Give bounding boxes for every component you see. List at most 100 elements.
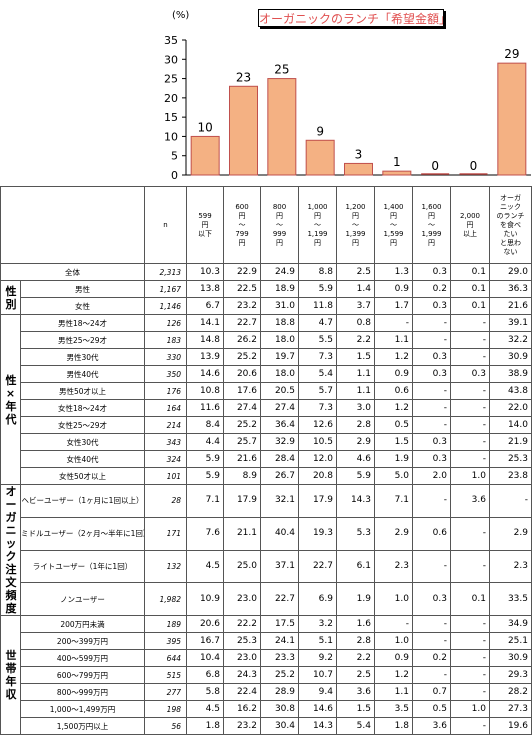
value-cell: 23.2 [223, 717, 261, 735]
value-cell: 1.2 [374, 348, 413, 366]
value-cell: 22.7 [260, 582, 299, 616]
value-cell: 32.1 [260, 484, 299, 518]
row-label: 女性18～24才 [20, 399, 145, 417]
value-cell: 30.9 [489, 348, 532, 366]
value-cell: 29.0 [489, 263, 532, 281]
table-row: 1,500万円以上 56 1.8 23.2 30.4 14.3 5.4 1.8 3.6-19.6 [1, 717, 532, 735]
value-cell: 1.5 [374, 433, 413, 451]
value-cell: 25.3 [223, 632, 261, 650]
data-label: 23 [236, 70, 251, 84]
value-cell: - [450, 416, 490, 434]
table-row: 男性40代 350 14.6 20.6 18.0 5.4 1.1 0.9 0.3 0.3 38.9 [1, 365, 532, 383]
sample-size-cell: 515 [144, 666, 187, 684]
value-cell: 22.5 [223, 280, 261, 298]
value-cell: 3.6 [336, 683, 375, 701]
table-row: 女性40代 324 5.9 21.6 28.4 12.0 4.6 1.9 0.3-25.3 [1, 450, 532, 468]
row-label: 全体 [0, 263, 145, 281]
value-cell: 0.3 [450, 365, 490, 383]
value-cell: - [412, 399, 451, 417]
value-cell: - [412, 314, 451, 332]
value-cell: 2.2 [336, 649, 375, 667]
table-row: 200～399万円 395 16.7 25.3 24.1 5.1 2.8 1.0- -25.1 [1, 632, 532, 650]
value-cell: - [450, 331, 490, 349]
value-cell: - [450, 717, 490, 735]
table-row: 400～599万円 644 10.4 23.0 23.3 9.2 2.2 0.9 0.2-30.… [1, 649, 532, 667]
value-cell: 5.1 [298, 632, 337, 650]
value-cell: 0.3 [412, 297, 451, 315]
value-cell: 1.2 [374, 399, 413, 417]
data-label: 0 [431, 159, 439, 173]
value-cell: 1.2 [374, 666, 413, 684]
value-cell: 4.5 [186, 700, 224, 718]
sample-size-cell: 183 [144, 331, 187, 349]
sample-size-cell: 198 [144, 700, 187, 718]
row-label: ライトユーザー（1年に1回） [20, 549, 145, 584]
value-cell: 28.9 [260, 683, 299, 701]
value-cell: 14.1 [186, 314, 224, 332]
value-cell: 0.2 [412, 649, 451, 667]
value-cell: - [412, 666, 451, 684]
value-cell: - [450, 615, 490, 633]
value-cell: - [450, 399, 490, 417]
value-cell: 16.7 [186, 632, 224, 650]
value-cell: - [450, 649, 490, 667]
value-cell: - [450, 450, 490, 468]
value-cell: 4.4 [186, 433, 224, 451]
value-cell: 30.9 [489, 649, 532, 667]
row-label: 男性 [20, 280, 145, 298]
sample-size-cell: 126 [144, 314, 187, 332]
value-cell: - [450, 549, 490, 584]
value-cell: 3.2 [298, 615, 337, 633]
value-cell: 1.0 [450, 700, 490, 718]
value-cell: 0.6 [374, 382, 413, 400]
value-cell: - [412, 331, 451, 349]
value-cell: - [412, 615, 451, 633]
column-header: 1,200 円～ 1,399 円 [336, 186, 375, 264]
sample-size-cell: 176 [144, 382, 187, 400]
value-cell: 20.6 [186, 615, 224, 633]
table-row: 男性30代 330 13.9 25.2 19.7 7.3 1.5 1.2 0.3-30.9 [1, 348, 532, 366]
sample-size-cell: 350 [144, 365, 187, 383]
value-cell: - [412, 549, 451, 584]
group-label: 世帯年収 [0, 615, 21, 735]
chart-title: オーガニックのランチ「希望金額」 [258, 9, 444, 27]
table-header-row: n 599 円以下 600 円～ 799 円 800 円～ 999 円 1,000 円～ 1,199 円 1,… [0, 186, 532, 264]
value-cell: 12.0 [298, 450, 337, 468]
value-cell: - [412, 484, 451, 518]
value-cell: 2.9 [374, 516, 413, 551]
value-cell: 20.5 [260, 382, 299, 400]
value-cell: 1.3 [374, 263, 413, 281]
bar [190, 135, 220, 176]
value-cell: 11.8 [298, 297, 337, 315]
row-label: 200～399万円 [20, 632, 145, 650]
group-label: オーガニック注文頻度 [0, 484, 21, 616]
value-cell: 0.3 [412, 582, 451, 616]
table-row: 女性18～24才 164 11.6 27.4 27.4 7.3 3.0 1.2- -22.0 [1, 399, 532, 417]
value-cell: 14.0 [489, 416, 532, 434]
value-cell: 24.1 [260, 632, 299, 650]
value-cell: 10.4 [186, 649, 224, 667]
table-row: 女性25～29才 214 8.4 25.2 36.4 12.6 2.8 0.5- -14.0 [1, 416, 532, 434]
y-tick-label: 0 [171, 169, 178, 182]
bar [267, 78, 297, 176]
value-cell: 23.8 [489, 467, 532, 485]
value-cell: 36.4 [260, 416, 299, 434]
value-cell: 7.3 [298, 399, 337, 417]
value-cell: - [450, 516, 490, 551]
table-row: 性×年代 男性18～24才 126 14.1 22.7 18.8 4.7 0.8- - -39.1 [0, 314, 532, 485]
value-cell: 1.6 [336, 615, 375, 633]
sample-size-cell: 189 [144, 615, 187, 633]
value-cell: - [450, 314, 490, 332]
value-cell: 4.7 [298, 314, 337, 332]
table-row: 性別 男性 1,167 13.8 22.5 18.9 5.9 1.4 0.9 0.2 0.1 36.3 [0, 280, 532, 315]
row-label: ヘビーユーザー（1ヶ月に1回以上） [20, 484, 145, 518]
value-cell: 9.4 [298, 683, 337, 701]
value-cell: 5.4 [298, 365, 337, 383]
value-cell: - [412, 632, 451, 650]
value-cell: 6.8 [186, 666, 224, 684]
value-cell: 33.5 [489, 582, 532, 616]
y-tick-label: 5 [171, 150, 178, 163]
value-cell: 18.0 [260, 365, 299, 383]
value-cell: 14.6 [298, 700, 337, 718]
value-cell: 3.0 [336, 399, 375, 417]
